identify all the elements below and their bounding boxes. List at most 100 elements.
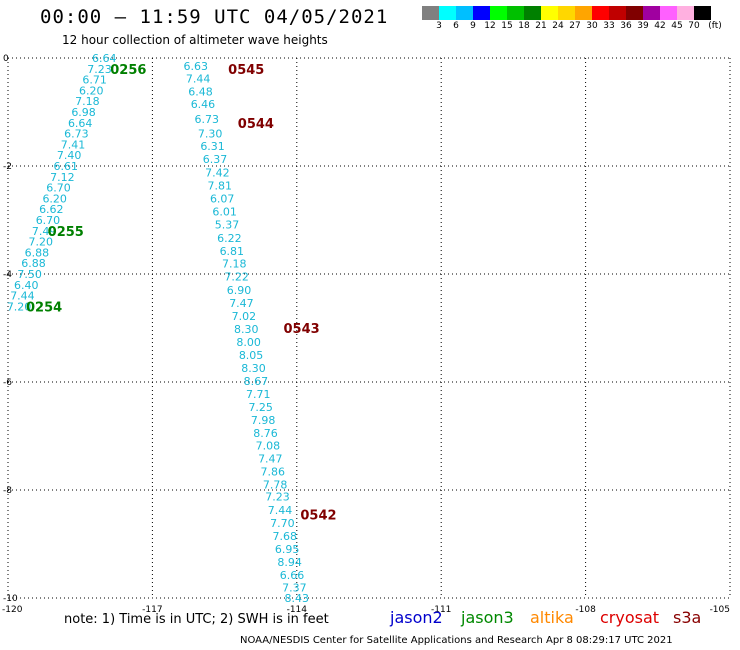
- wave-height-label: 6.22: [217, 232, 242, 245]
- colorbar-swatch: [541, 6, 558, 20]
- colorbar-label: 9: [470, 21, 476, 31]
- wave-height-label: 6.64: [92, 52, 117, 65]
- colorbar-swatch: [490, 6, 507, 20]
- colorbar-swatch: [558, 6, 575, 20]
- colorbar-label: 6: [453, 21, 459, 31]
- colorbar-swatch: [507, 6, 524, 20]
- colorbar-swatch: [439, 6, 456, 20]
- wave-height-label: 7.08: [256, 440, 281, 453]
- units-note: note: 1) Time is in UTC; 2) SWH is in fe…: [64, 612, 329, 627]
- colorbar-swatch: [524, 6, 541, 20]
- colorbar-swatch: [575, 6, 592, 20]
- legend-s3a: s3a: [673, 608, 702, 627]
- wave-height-label: 6.73: [64, 128, 89, 141]
- wave-height-label: 6.01: [212, 205, 237, 218]
- legend-altika: altika: [530, 608, 574, 627]
- pass-time-label: 0543: [284, 322, 320, 337]
- wave-height-label: 7.81: [208, 179, 233, 192]
- wave-height-label: 7.30: [198, 128, 223, 141]
- wave-height-label: 6.71: [82, 74, 107, 87]
- track-jason3: 6.647.236.716.207.186.986.646.737.417.40…: [7, 52, 147, 315]
- wave-height-label: 6.81: [220, 245, 245, 258]
- lon-tick-label: -114: [287, 605, 308, 615]
- colorbar-label: 42: [654, 21, 666, 31]
- colorbar-swatch: [592, 6, 609, 20]
- wave-height-label: 6.73: [195, 113, 220, 126]
- wave-height-label: 7.18: [75, 95, 100, 108]
- wave-height-label: 7.44: [10, 290, 35, 303]
- wave-height-label: 6.70: [36, 214, 61, 227]
- colorbar-swatch: [456, 6, 473, 20]
- wave-height-label: 7.41: [61, 138, 86, 151]
- wave-height-label: 6.90: [227, 284, 252, 297]
- track-cryosat: 6.637.446.486.466.737.306.316.377.427.81…: [183, 60, 336, 605]
- wave-height-label: 7.98: [251, 414, 276, 427]
- wave-height-label: 6.70: [46, 182, 71, 195]
- wave-height-label: 7.70: [270, 517, 295, 530]
- wave-height-label: 7.44: [186, 73, 211, 86]
- wave-height-label: 5.37: [215, 218, 240, 231]
- wave-height-label: 8.67: [244, 375, 269, 388]
- wave-height-label: 7.02: [232, 310, 257, 323]
- lon-tick-label: -117: [142, 605, 162, 615]
- lon-tick-label: -105: [710, 605, 730, 615]
- wave-height-label: 6.37: [203, 153, 228, 166]
- wave-height-label: 8.05: [239, 349, 264, 362]
- legend-jason3: jason3: [461, 608, 514, 627]
- lat-tick-label: 0: [3, 54, 9, 64]
- lat-tick-label: -6: [3, 378, 12, 388]
- colorbar-label: 33: [603, 21, 615, 31]
- pass-time-label: 0544: [238, 117, 274, 132]
- wave-height-label: 6.62: [39, 203, 64, 216]
- lon-tick-label: -111: [431, 605, 451, 615]
- wave-height-label: 7.25: [248, 401, 273, 414]
- wave-height-label: 7.47: [229, 297, 254, 310]
- wave-height-label: 7.68: [273, 530, 298, 543]
- colorbar-swatch: [660, 6, 677, 20]
- lon-tick-label: -108: [575, 605, 596, 615]
- colorbar-label: 45: [671, 21, 683, 31]
- colorbar-swatch: [473, 6, 490, 20]
- wave-height-label: 6.07: [210, 192, 235, 205]
- wave-height-label: 7.47: [258, 453, 283, 466]
- wave-height-label: 6.40: [14, 279, 39, 292]
- wave-height-label: 7.37: [282, 582, 307, 595]
- lon-tick-label: -120: [2, 605, 23, 615]
- legend-cryosat: cryosat: [600, 608, 660, 627]
- pass-time-label: 0256: [110, 63, 146, 78]
- wave-height-colorbar: [422, 6, 711, 20]
- colorbar-label: 27: [569, 21, 581, 31]
- wave-height-label: 6.66: [280, 569, 305, 582]
- pass-time-label: 0254: [26, 300, 62, 315]
- wave-height-label: 6.88: [25, 246, 50, 259]
- wave-height-label: 7.40: [57, 149, 82, 162]
- wave-height-label: 6.98: [71, 106, 96, 119]
- wave-height-label: 7.20: [28, 236, 53, 249]
- wave-height-label: 6.95: [275, 543, 300, 556]
- wave-height-label: 6.64: [68, 117, 93, 130]
- wave-height-label: 7.71: [246, 388, 271, 401]
- colorbar-label: 15: [501, 21, 513, 31]
- colorbar-label: 24: [552, 21, 564, 31]
- wave-height-label: 7.86: [260, 466, 285, 479]
- colorbar-label: 18: [518, 21, 530, 31]
- colorbar-swatch: [422, 6, 439, 20]
- colorbar-label: (ft): [708, 21, 722, 31]
- colorbar-label: 30: [586, 21, 598, 31]
- wave-height-label: 7.12: [50, 171, 75, 184]
- wave-height-label: 6.20: [42, 192, 67, 205]
- colorbar-label: 21: [535, 21, 547, 31]
- wave-height-label: 8.43: [285, 592, 310, 605]
- wave-height-label: 7.22: [224, 271, 249, 284]
- wave-height-label: 7.23: [87, 63, 112, 76]
- wave-height-label: 7.44: [268, 504, 293, 517]
- wave-height-label: 7.42: [205, 166, 230, 179]
- colorbar-labels: 3 6 9 12 15 18 21 24 27 30 33 36 39 42 45 70 (ft): [422, 21, 740, 33]
- lat-tick-label: -2: [3, 162, 12, 172]
- colorbar-swatch: [643, 6, 660, 20]
- map-axes: -120 -117 -114 -111 -108 -105 0 -2 -4 -6 -8 -10: [2, 54, 730, 615]
- wave-height-label: 8.76: [253, 427, 278, 440]
- lat-tick-label: -10: [3, 594, 18, 604]
- wave-height-label: 6.20: [79, 84, 104, 97]
- colorbar-label: 39: [637, 21, 649, 31]
